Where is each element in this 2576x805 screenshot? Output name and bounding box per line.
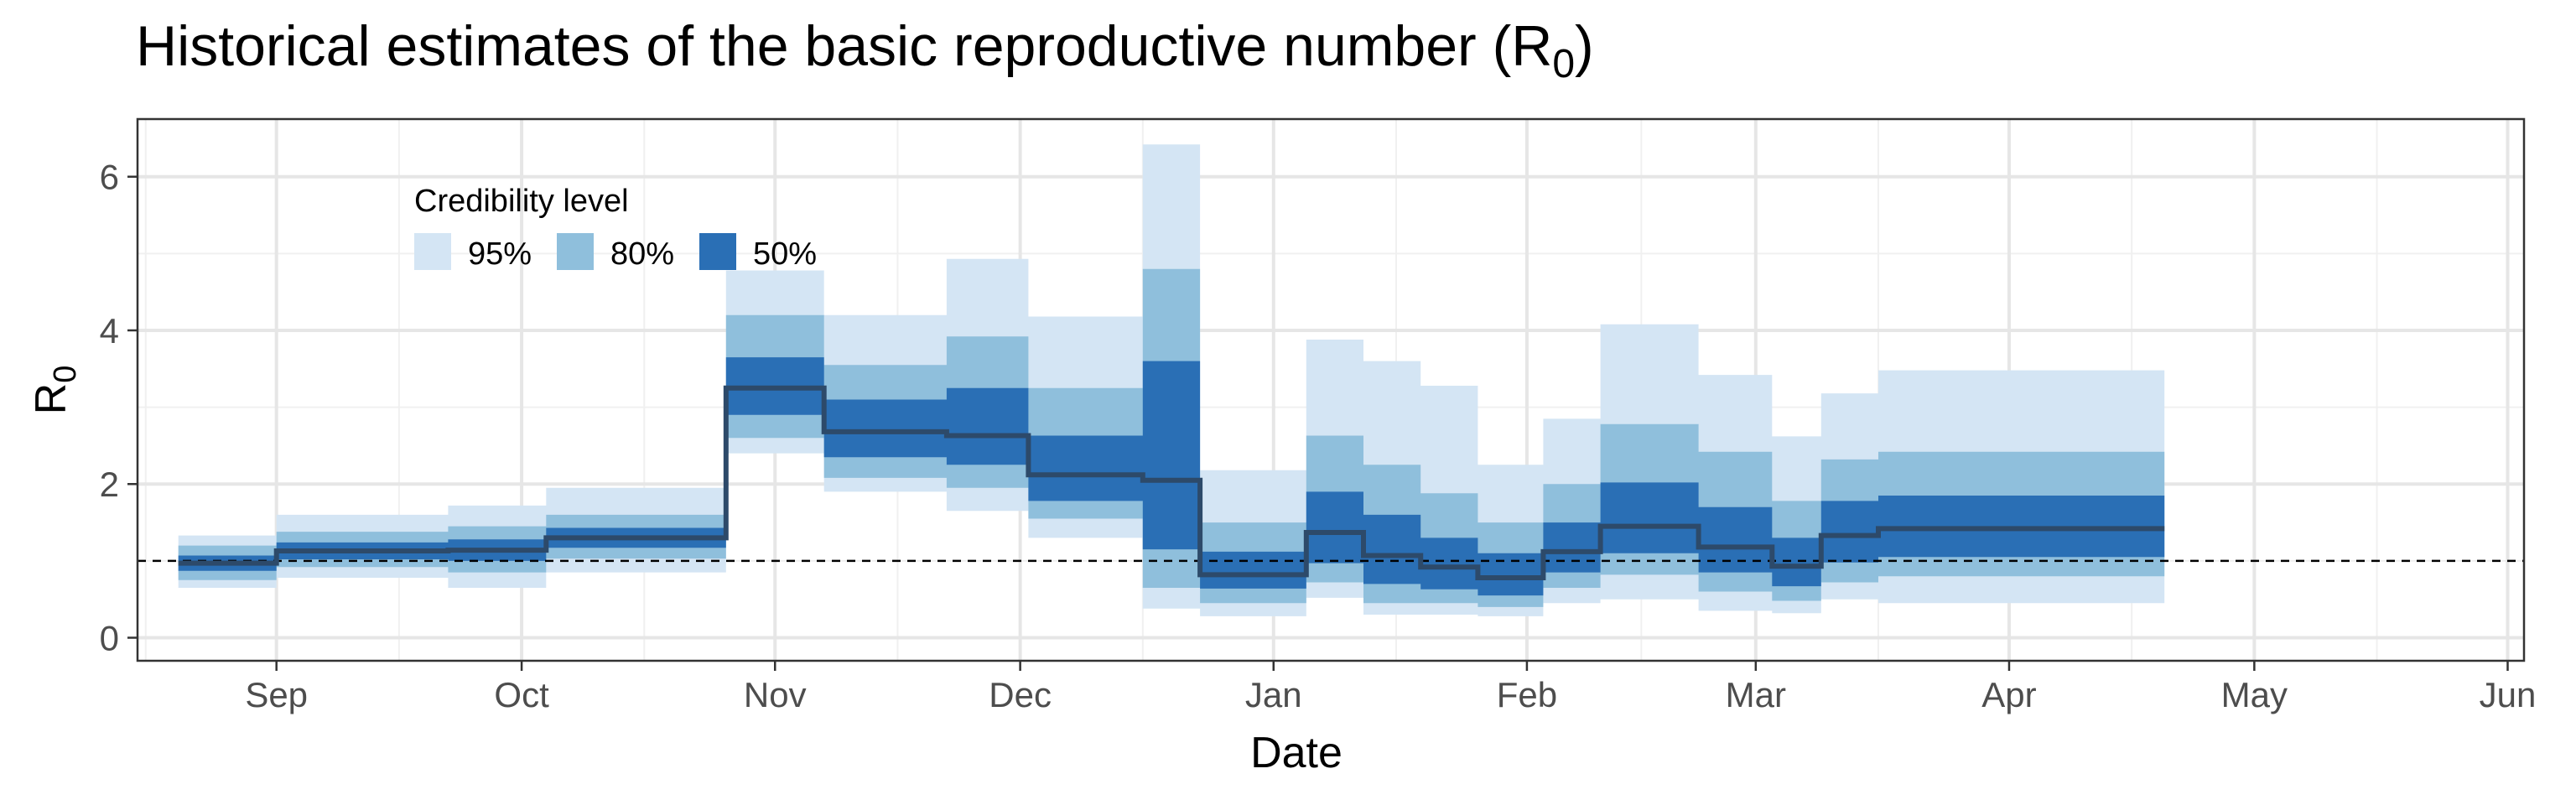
x-tick-label: Jun: [2480, 675, 2537, 714]
y-axis: 0 2 4 6: [100, 158, 138, 658]
svg-text:R0: R0: [27, 366, 83, 415]
x-axis-title: Date: [1250, 729, 1343, 777]
median-line-group: [178, 385, 2165, 580]
plot-panel-border: [136, 117, 2526, 662]
x-tick-label: Feb: [1497, 675, 1557, 714]
legend-label-50: 50%: [753, 236, 817, 272]
x-tick-label: Apr: [1981, 675, 2036, 714]
x-tick-label: Dec: [989, 675, 1052, 714]
y-axis-title: R0: [27, 366, 83, 415]
x-tick-label: May: [2221, 675, 2288, 714]
legend-label-80: 80%: [610, 236, 674, 272]
legend-swatch-80: [557, 233, 594, 270]
x-axis: Sep Oct Nov Dec Jan Feb Mar Apr May Jun: [245, 661, 2536, 714]
legend-label-95: 95%: [468, 236, 532, 272]
x-tick-label: Mar: [1726, 675, 1786, 714]
x-tick-label: Jan: [1245, 675, 1302, 714]
x-tick-label: Oct: [494, 675, 549, 714]
chart-title: Historical estimates of the basic reprod…: [136, 14, 1594, 86]
legend-swatch-95: [414, 233, 451, 270]
y-tick-label: 2: [100, 465, 119, 504]
legend-title: Credibility level: [414, 184, 629, 219]
y-tick-label: 4: [100, 311, 119, 351]
y-tick-label: 6: [100, 158, 119, 197]
median-line: [178, 385, 2165, 580]
x-tick-label: Sep: [245, 675, 308, 714]
legend-swatch-50: [699, 233, 736, 270]
legend: Credibility level 95% 80% 50%: [414, 184, 817, 272]
y-tick-label: 0: [100, 619, 119, 658]
x-tick-label: Nov: [744, 675, 807, 714]
